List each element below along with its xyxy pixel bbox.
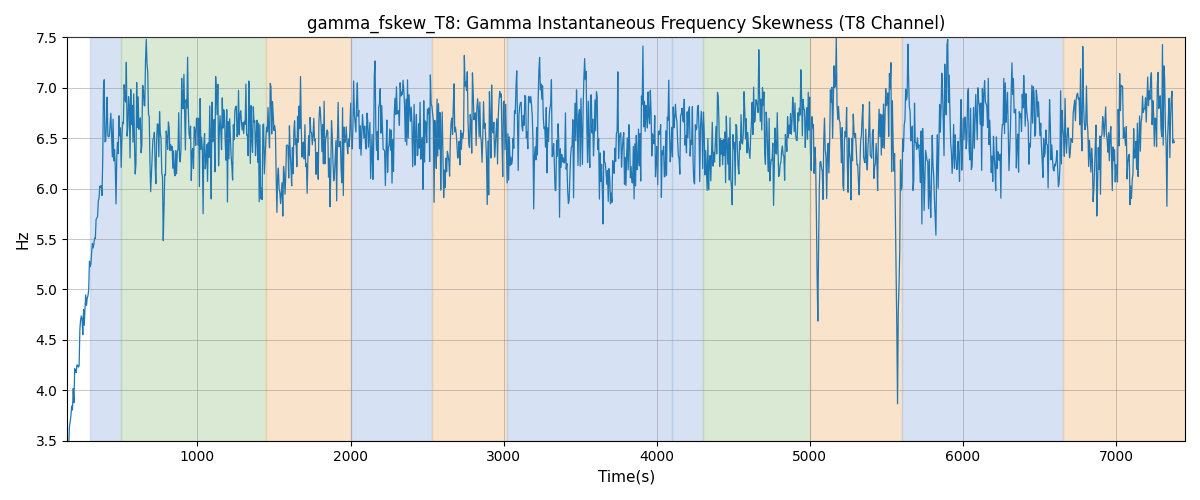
Bar [901,38,1062,440]
Bar [1062,38,1193,440]
Bar [810,38,901,440]
Title: gamma_fskew_T8: Gamma Instantaneous Frequency Skewness (T8 Channel): gamma_fskew_T8: Gamma Instantaneous Freq… [307,15,946,34]
Bar [506,38,672,440]
Y-axis label: Hz: Hz [16,230,30,249]
Bar [266,38,350,440]
Bar [703,38,810,440]
Bar [350,38,432,440]
Bar [672,38,703,440]
X-axis label: Time(s): Time(s) [598,470,655,485]
Bar [432,38,506,440]
Bar [121,38,266,440]
Bar [90,38,121,440]
